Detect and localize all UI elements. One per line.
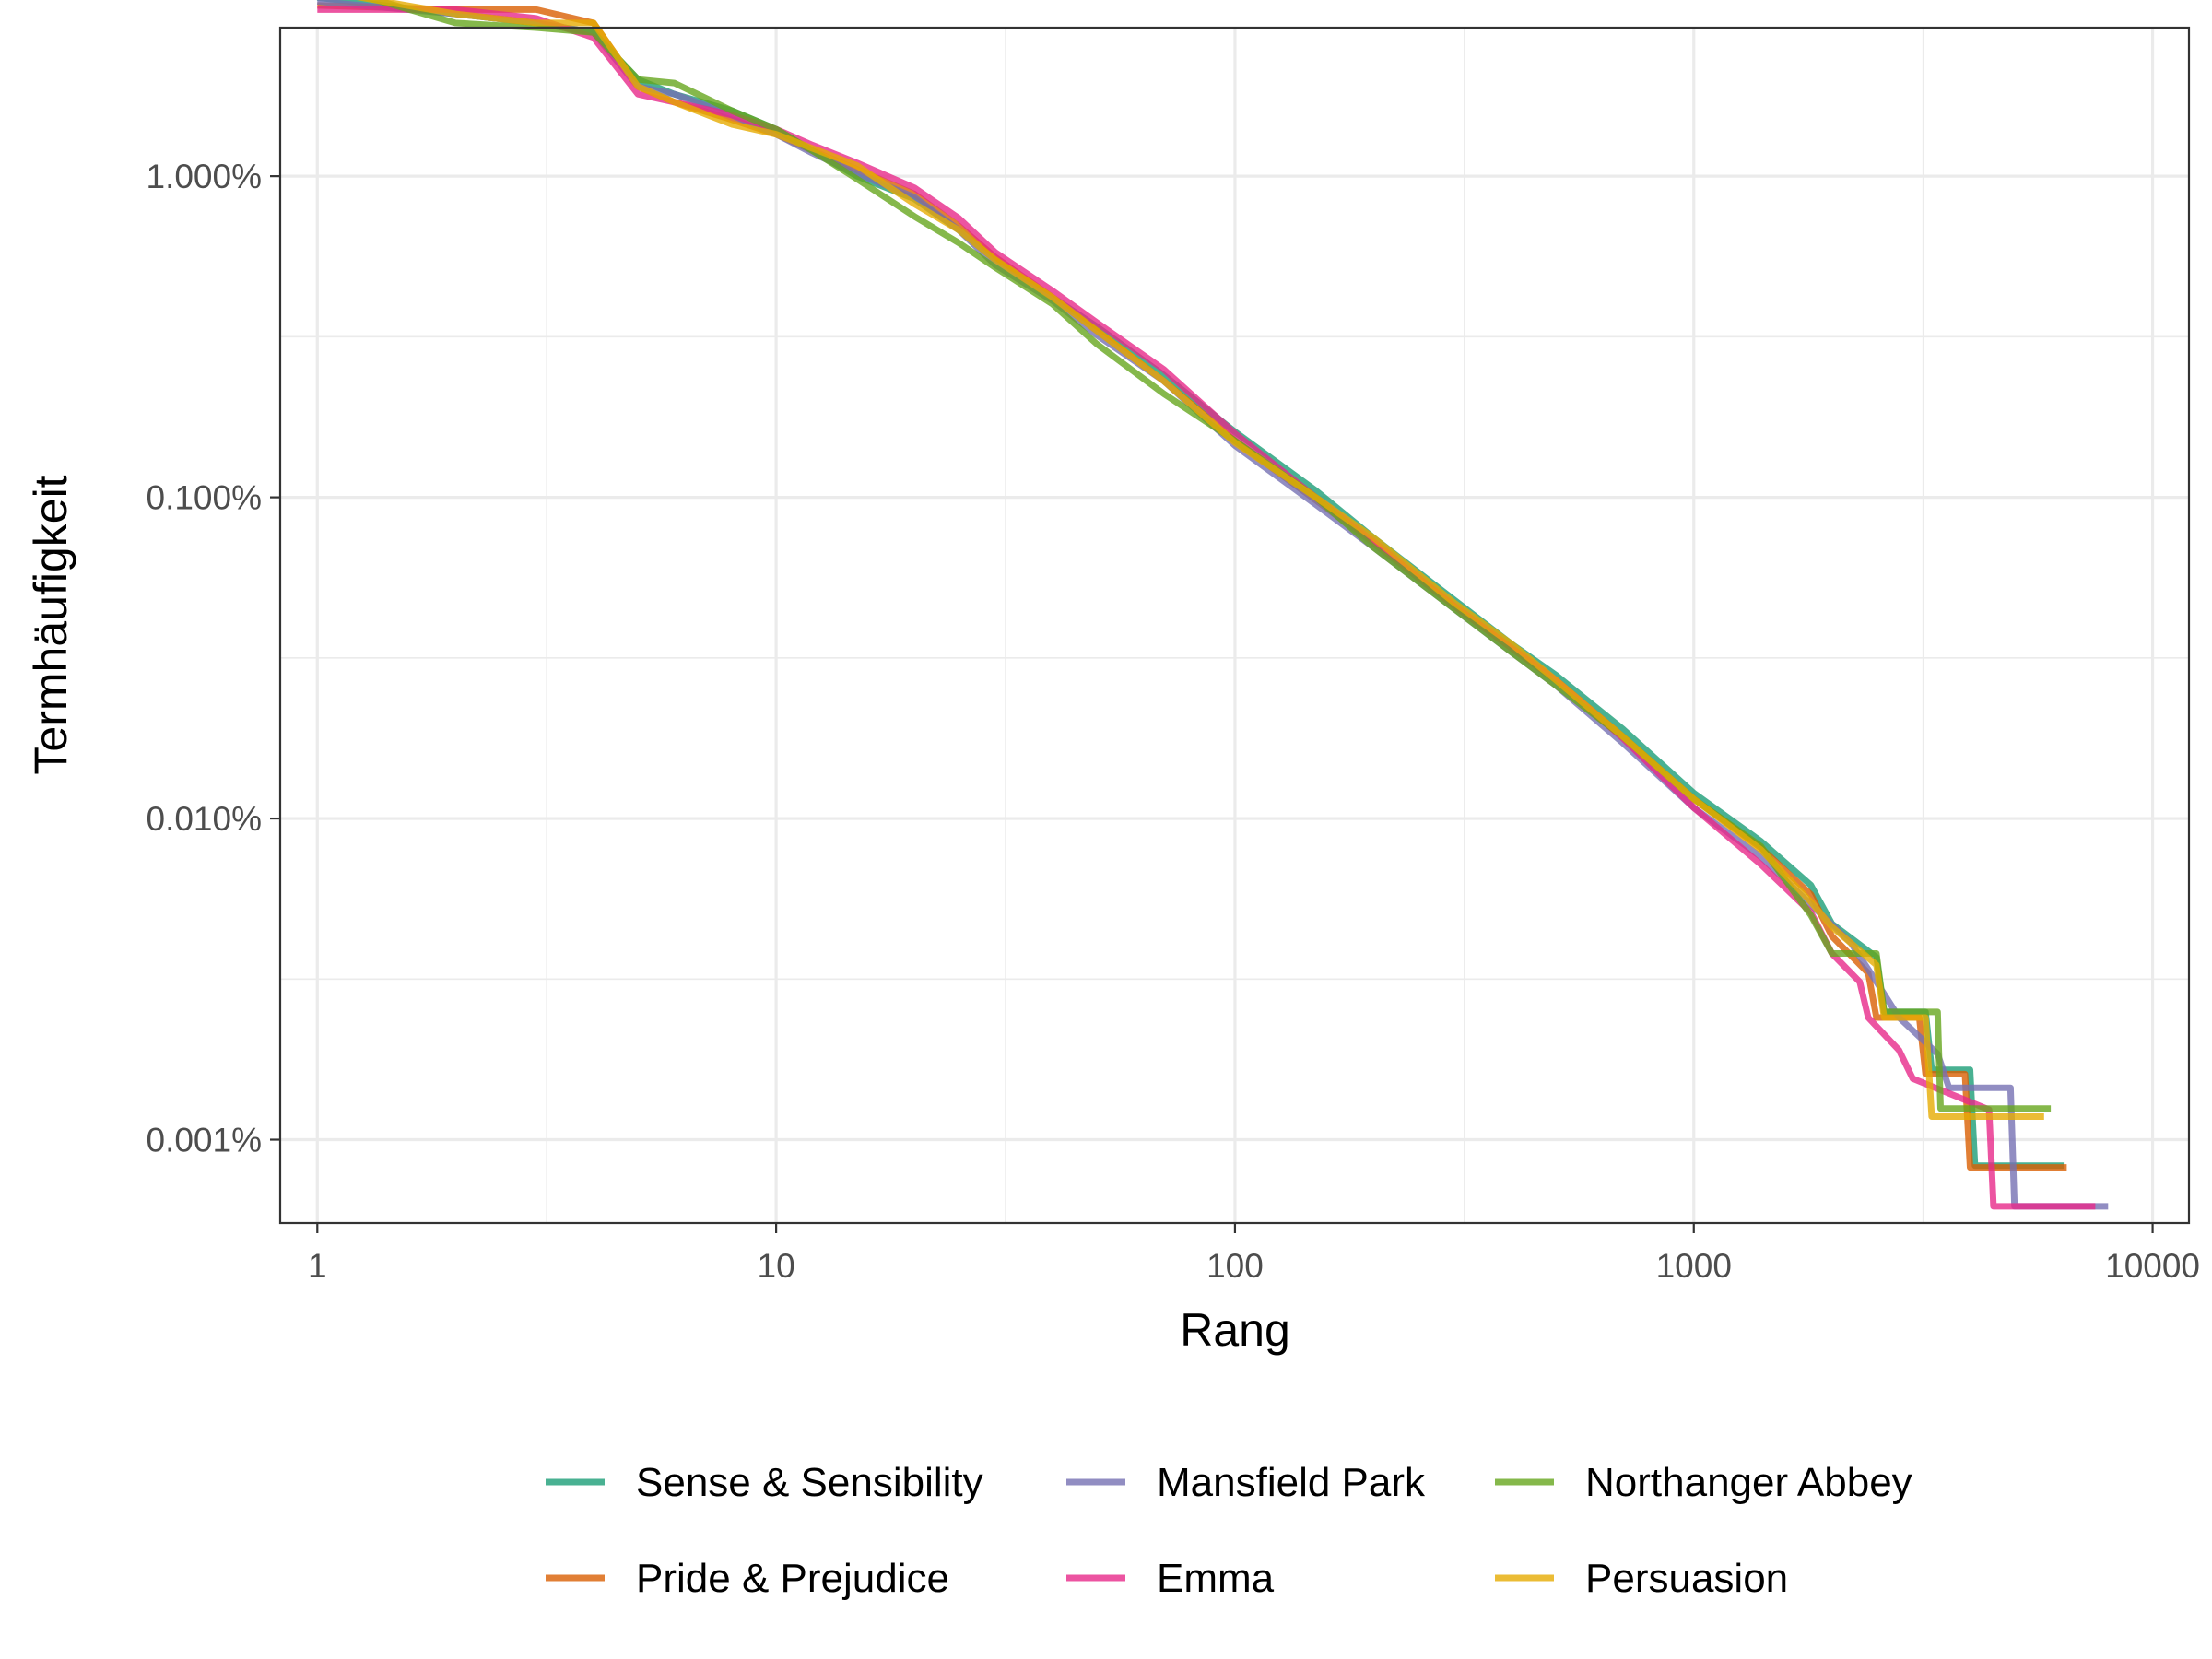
- x-tick-label: 10000: [2105, 1247, 2200, 1285]
- y-tick-label: 0.010%: [147, 800, 263, 838]
- y-tick-label: 0.001%: [147, 1122, 263, 1159]
- legend-label-6: Persuasion: [1585, 1556, 1788, 1601]
- y-tick-label: 0.100%: [147, 479, 263, 517]
- grid-major: [280, 28, 2189, 1223]
- x-axis-ticks: 1 10 100 1000 10000: [308, 1223, 2200, 1285]
- x-tick-label: 1000: [1656, 1247, 1732, 1285]
- series-layer: [316, 0, 2109, 1210]
- x-tick-label: 1: [308, 1247, 327, 1285]
- legend-label-4: Emma: [1157, 1556, 1275, 1601]
- y-tick-label: 1.000%: [147, 158, 263, 195]
- x-axis-title: Rang: [1180, 1304, 1290, 1356]
- legend-label-3: Mansfield Park: [1157, 1460, 1426, 1505]
- series-line-3: [316, 0, 2109, 1210]
- legend-label-5: Northanger Abbey: [1585, 1460, 1912, 1505]
- y-axis-ticks: 1.000% 0.100% 0.010% 0.001%: [147, 158, 280, 1159]
- legend: Sense & Sensibility Pride & Prejudice Mans…: [546, 1460, 1912, 1601]
- y-axis-title: Termhäufigkeit: [25, 475, 76, 774]
- series-line-6: [356, 0, 2044, 1120]
- legend-label-2: Pride & Prejudice: [636, 1556, 949, 1601]
- legend-label-1: Sense & Sensibility: [636, 1460, 983, 1505]
- x-tick-label: 10: [758, 1247, 795, 1285]
- x-tick-label: 100: [1206, 1247, 1264, 1285]
